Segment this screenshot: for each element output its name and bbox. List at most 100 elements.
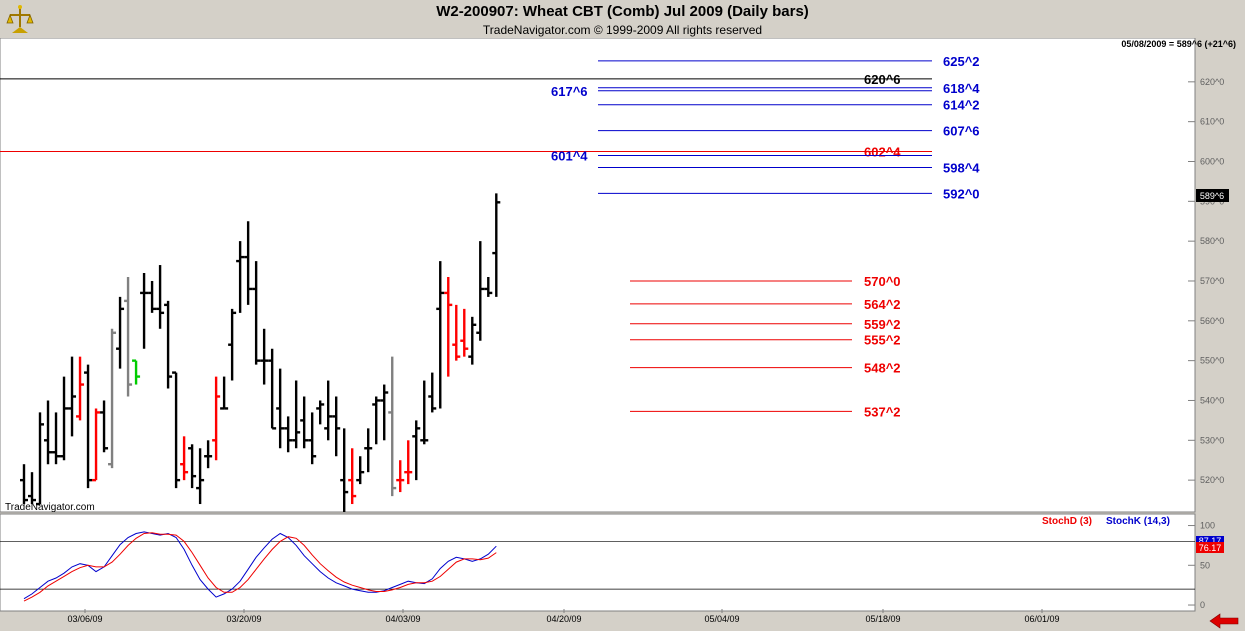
ohlc-bar — [436, 261, 445, 409]
ohlc-bar — [212, 376, 221, 461]
ohlc-bar — [52, 412, 61, 465]
stoch-tick-label: 100 — [1200, 521, 1215, 531]
stoch-tick-label: 0 — [1200, 600, 1205, 610]
chart-subtitle: TradeNavigator.com © 1999-2009 All right… — [482, 23, 763, 37]
price-tick-label: 600^0 — [1200, 156, 1224, 166]
ohlc-bar — [404, 440, 413, 485]
price-tick-label: 570^0 — [1200, 276, 1224, 286]
level-label: 617^6 — [551, 84, 588, 99]
level-label: 537^2 — [864, 404, 901, 419]
fib-levels: 625^2 620^6 618^4 617^6 614^2 607^6 602^4 601^4… — [0, 54, 980, 419]
stoch-lines — [23, 531, 497, 602]
current-price-box — [1196, 189, 1229, 202]
ohlc-bar — [340, 428, 349, 512]
price-tick-label: 610^0 — [1200, 117, 1224, 127]
stoch-d-legend: StochD (3) — [1042, 516, 1092, 527]
level-label: 620^6 — [864, 72, 901, 87]
level-label: 592^0 — [943, 186, 980, 201]
level-label: 598^4 — [943, 160, 980, 175]
ohlc-bar — [364, 428, 373, 473]
price-tick-label: 580^0 — [1200, 236, 1224, 246]
stoch-k-legend: StochK (14,3) — [1106, 516, 1170, 527]
stoch-k-value-box — [1196, 536, 1224, 545]
ohlc-bar — [124, 277, 133, 397]
level-label: 564^2 — [864, 297, 901, 312]
level-label: 618^4 — [943, 81, 980, 96]
ohlc-bar — [484, 277, 493, 297]
price-bars — [20, 193, 501, 512]
date-tick-label: 04/20/09 — [546, 614, 581, 624]
ohlc-bar — [84, 364, 93, 489]
ohlc-bar — [44, 400, 53, 465]
price-tick-label: 530^0 — [1200, 435, 1224, 445]
ohlc-bar — [324, 380, 333, 441]
stoch-y-axis: 100 50 0 — [0, 521, 1215, 610]
ohlc-bar — [316, 400, 325, 425]
level-label: 559^2 — [864, 317, 901, 332]
ohlc-bar — [460, 308, 469, 357]
chart-canvas[interactable]: 520^0530^0540^0550^0560^0570^0580^0590^0… — [0, 38, 1245, 631]
stoch-tick-label: 50 — [1200, 560, 1210, 570]
ohlc-bar — [276, 368, 285, 449]
ohlc-bar — [100, 400, 109, 453]
chart-header: W2-200907: Wheat CBT (Comb) Jul 2009 (Da… — [0, 0, 1245, 38]
price-tick-label: 550^0 — [1200, 356, 1224, 366]
ohlc-bar — [60, 376, 69, 461]
stoch-series-line — [23, 532, 497, 602]
date-tick-label: 03/06/09 — [67, 614, 102, 624]
date-tick-label: 05/04/09 — [704, 614, 739, 624]
ohlc-bar — [220, 376, 229, 410]
price-y-axis: 520^0530^0540^0550^0560^0570^0580^0590^0… — [1188, 77, 1224, 485]
ohlc-bar — [180, 436, 189, 481]
stoch-k-value-label: 87.17 — [1199, 536, 1222, 546]
ohlc-bar — [468, 316, 477, 365]
ohlc-bar — [492, 193, 501, 297]
price-tick-label: 620^0 — [1200, 77, 1224, 87]
price-info-text: 05/08/2009 = 589^6 (+21^6) — [1121, 39, 1236, 49]
date-tick-label: 06/01/09 — [1024, 614, 1059, 624]
ohlc-bar — [148, 280, 157, 313]
level-label: 614^2 — [943, 98, 980, 113]
ohlc-bar — [356, 456, 365, 485]
date-tick-label: 03/20/09 — [226, 614, 261, 624]
ohlc-bar — [396, 460, 405, 493]
stoch-panel[interactable] — [0, 513, 1196, 612]
ohlc-bar — [452, 304, 461, 361]
ohlc-bar — [308, 412, 317, 465]
ohlc-bar — [348, 448, 357, 505]
level-label: 607^6 — [943, 124, 980, 139]
price-tick-label: 540^0 — [1200, 395, 1224, 405]
watermark-text: TradeNavigator.com — [5, 502, 95, 513]
ohlc-bar — [196, 448, 205, 505]
stoch-d-value-box — [1196, 542, 1224, 553]
ohlc-bar — [380, 384, 389, 441]
scroll-left-arrow-icon[interactable] — [1207, 613, 1241, 629]
level-label: 602^4 — [864, 145, 901, 160]
ohlc-bar — [300, 396, 309, 449]
chart-title: W2-200907: Wheat CBT (Comb) Jul 2009 (Da… — [436, 3, 809, 20]
ohlc-bar — [140, 273, 149, 349]
ohlc-bar — [132, 359, 141, 385]
ohlc-bar — [244, 221, 253, 305]
level-label: 625^2 — [943, 54, 980, 69]
level-label: 555^2 — [864, 333, 901, 348]
current-price-label: 589^6 — [1200, 191, 1224, 201]
level-label: 548^2 — [864, 361, 901, 376]
ohlc-bar — [36, 412, 45, 506]
ohlc-bar — [420, 380, 429, 445]
price-tick-label: 560^0 — [1200, 316, 1224, 326]
date-tick-label: 04/03/09 — [385, 614, 420, 624]
ohlc-bar — [292, 380, 301, 449]
price-tick-label: 520^0 — [1200, 475, 1224, 485]
stoch-d-value-label: 76.17 — [1199, 543, 1222, 553]
ohlc-bar — [476, 241, 485, 341]
price-panel[interactable] — [0, 38, 1196, 513]
date-x-axis: 03/06/09 03/20/09 04/03/09 04/20/09 05/04/09… — [67, 609, 1060, 624]
ohlc-bar — [412, 420, 421, 481]
ohlc-bar — [68, 356, 77, 437]
date-tick-label: 05/18/09 — [865, 614, 900, 624]
ohlc-bar — [388, 356, 397, 497]
ohlc-bar — [260, 328, 269, 385]
ohlc-bar — [92, 408, 101, 482]
trade-navigator-logo-icon — [4, 3, 36, 35]
